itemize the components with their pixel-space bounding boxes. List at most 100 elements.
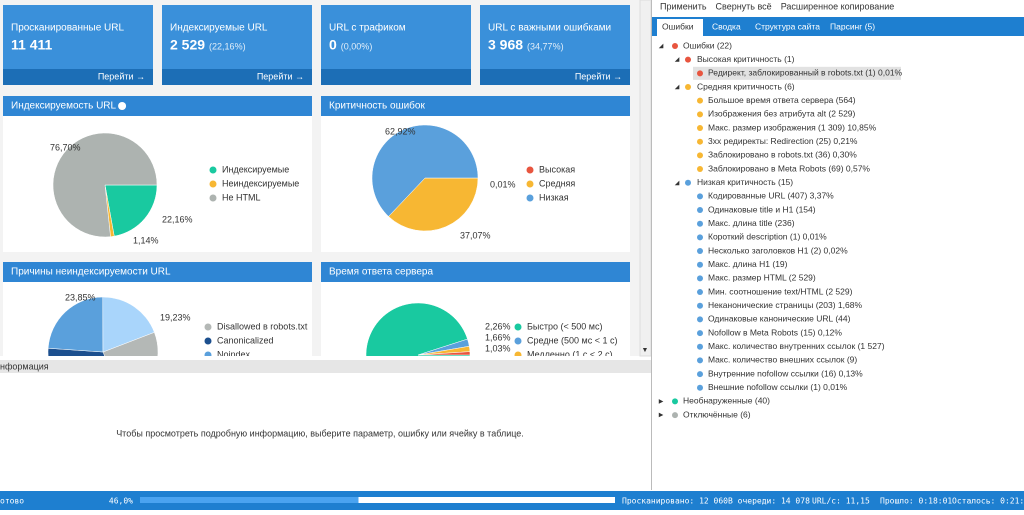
- tab[interactable]: Ошибки: [662, 21, 694, 31]
- legend-swatch: [527, 195, 534, 202]
- tab[interactable]: Структура сайта: [755, 21, 820, 31]
- tree-label[interactable]: Изображения без атрибута alt (2 529): [708, 109, 856, 119]
- severity-dot: [697, 303, 703, 309]
- menu-item[interactable]: Расширенное копирование: [781, 1, 895, 11]
- legend-label: Средне (500 мс < 1 с): [527, 335, 618, 345]
- tree-label[interactable]: Заблокировано в Meta Robots (69) 0,57%: [708, 163, 870, 173]
- tree-label[interactable]: Ошибки (22): [683, 40, 732, 50]
- tree-label[interactable]: Отключённые (6): [683, 409, 751, 419]
- tree-label[interactable]: Внутренние nofollow ссылки (16) 0,13%: [708, 368, 863, 378]
- expander[interactable]: ◢: [675, 57, 680, 63]
- tree-label[interactable]: Низкая критичность (15): [697, 177, 793, 187]
- tree-label[interactable]: Редирект, заблокированный в robots.txt (…: [708, 68, 903, 78]
- legend-swatch: [205, 352, 212, 359]
- card-value: 2 529: [170, 37, 205, 53]
- legend-label: Canonicalized: [217, 335, 274, 345]
- info-icon[interactable]: [118, 102, 126, 110]
- legend-label: Индексируемые: [222, 164, 289, 174]
- severity-dot: [697, 193, 703, 199]
- card-value: 11 411: [11, 37, 52, 53]
- expander[interactable]: ▶: [659, 399, 664, 405]
- legend-label: Быстро (< 500 мс): [527, 321, 602, 331]
- scrollbar[interactable]: [640, 0, 651, 356]
- legend-label: Noindex: [217, 349, 251, 359]
- legend-swatch: [527, 167, 534, 174]
- severity-dot: [697, 289, 703, 295]
- tree-label[interactable]: Большое время ответа сервера (564): [708, 95, 856, 105]
- tree-label[interactable]: 3xx редиректы: Redirection (25) 0,21%: [708, 136, 858, 146]
- data-label: 37,07%: [460, 230, 491, 240]
- status-item: Осталось: 0:21:03: [952, 497, 1024, 506]
- severity-dot: [685, 84, 691, 90]
- menu-item[interactable]: Свернуть всё: [716, 1, 772, 11]
- severity-dot: [697, 221, 703, 227]
- card-title: Просканированные URL: [11, 23, 124, 34]
- tree-label[interactable]: Несколько заголовков H1 (2) 0,02%: [708, 245, 848, 255]
- legend-swatch: [210, 167, 217, 174]
- tree-label[interactable]: Необнаруженные (40): [683, 396, 770, 406]
- expander[interactable]: ◢: [675, 180, 680, 186]
- tab[interactable]: Парсинг (5): [830, 21, 875, 31]
- card-link[interactable]: Перейти →: [98, 71, 145, 81]
- tree-label[interactable]: Неканонические страницы (203) 1,68%: [708, 300, 862, 310]
- tree-label[interactable]: Средняя критичность (6): [697, 81, 795, 91]
- tree-label[interactable]: Мин. соотношение text/HTML (2 529): [708, 286, 853, 296]
- menu-item[interactable]: Применить: [660, 1, 707, 11]
- data-label: 23,85%: [65, 292, 96, 302]
- legend-swatch: [205, 338, 212, 345]
- severity-dot: [697, 111, 703, 117]
- tree-label[interactable]: Макс. длина title (236): [708, 218, 795, 228]
- legend-swatch: [515, 338, 522, 345]
- tree-label[interactable]: Высокая критичность (1): [697, 54, 795, 64]
- card-value: 3 968: [488, 37, 523, 53]
- status-state: отово: [0, 497, 24, 506]
- severity-dot: [685, 57, 691, 63]
- severity-dot: [697, 207, 703, 213]
- tree-label[interactable]: Кодированные URL (407) 3,37%: [708, 191, 834, 201]
- tree-label[interactable]: Короткий description (1) 0,01%: [708, 232, 827, 242]
- severity-dot: [697, 316, 703, 322]
- info-header: [0, 360, 651, 373]
- severity-dot: [697, 125, 703, 131]
- tree-label[interactable]: Макс. размер HTML (2 529): [708, 273, 816, 283]
- tree-label[interactable]: Одинаковые канонические URL (44): [708, 314, 851, 324]
- status-item: В очереди: 14 078: [728, 497, 810, 506]
- data-label: 1,14%: [133, 235, 159, 245]
- tree-label[interactable]: Внешние nofollow ссылки (1) 0,01%: [708, 382, 848, 392]
- legend-swatch: [205, 324, 212, 331]
- tree-label[interactable]: Заблокировано в robots.txt (36) 0,30%: [708, 150, 857, 160]
- panel-title: Критичность ошибок: [329, 100, 425, 112]
- legend-label: Низкая: [539, 192, 569, 202]
- card-sub: (34,77%): [527, 41, 564, 51]
- card-link[interactable]: Перейти →: [257, 71, 304, 81]
- status-item: Просканировано: 12 060: [622, 497, 728, 506]
- data-label: 62,92%: [385, 126, 416, 136]
- tree-label[interactable]: Nofollow в Meta Robots (15) 0,12%: [708, 327, 842, 337]
- panel-title: Индексируемость URL: [11, 101, 117, 112]
- severity-dot: [697, 330, 703, 336]
- legend-label: Средняя: [539, 178, 575, 188]
- data-label: 76,70%: [50, 142, 81, 152]
- legend-swatch: [515, 324, 522, 331]
- expander[interactable]: ◢: [659, 44, 664, 50]
- progress-label: 46,0%: [109, 497, 133, 506]
- tree-label[interactable]: Макс. размер изображения (1 309) 10,85%: [708, 122, 877, 132]
- severity-dot: [697, 166, 703, 172]
- status-item: Прошло: 0:18:01: [880, 497, 952, 506]
- severity-dot: [697, 98, 703, 104]
- scroll-arrow[interactable]: ▼: [642, 347, 649, 354]
- legend-label: Медленно (1 с < 2 с): [527, 349, 613, 359]
- severity-dot: [697, 275, 703, 281]
- tree-label[interactable]: Макс. количество внутренних ссылок (1 52…: [708, 341, 885, 351]
- tab[interactable]: Сводка: [712, 21, 741, 31]
- tree-label[interactable]: Макс. количество внешних ссылок (9): [708, 355, 857, 365]
- expander[interactable]: ◢: [675, 85, 680, 91]
- expander[interactable]: ▶: [659, 413, 664, 419]
- status-item: URL/с: 11,15: [812, 497, 870, 506]
- tree-label[interactable]: Макс. длина H1 (19): [708, 259, 788, 269]
- tree-label[interactable]: Одинаковые title и H1 (154): [708, 204, 816, 214]
- legend-label: Disallowed в robots.txt: [217, 321, 308, 331]
- card-link[interactable]: Перейти →: [575, 71, 622, 81]
- card-value: 0: [329, 37, 337, 53]
